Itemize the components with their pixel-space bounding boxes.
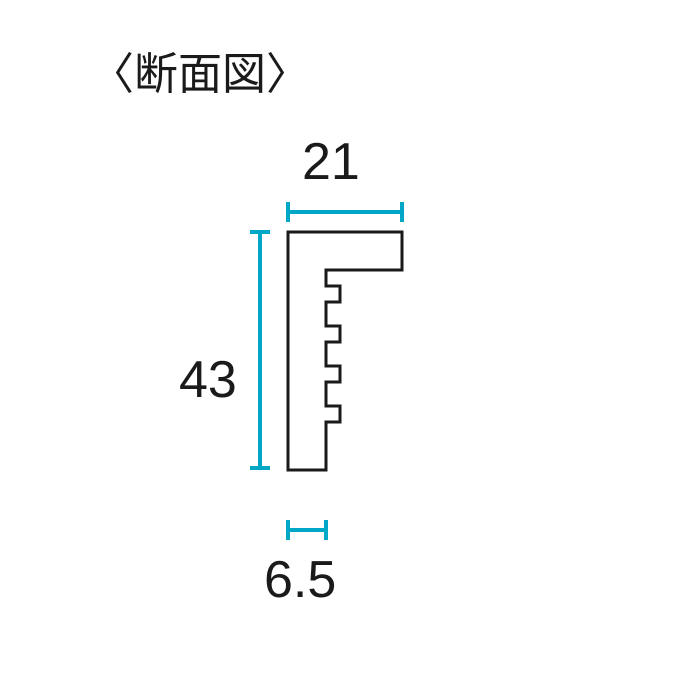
diagram-canvas: 〈断面図〉 21 43 6.5 [0, 0, 700, 700]
cross-section-profile [288, 232, 402, 470]
dimension-line-bottom [288, 520, 326, 540]
drawing-svg [0, 0, 700, 700]
dimension-line-top [288, 202, 402, 222]
dimension-line-left [250, 232, 270, 468]
